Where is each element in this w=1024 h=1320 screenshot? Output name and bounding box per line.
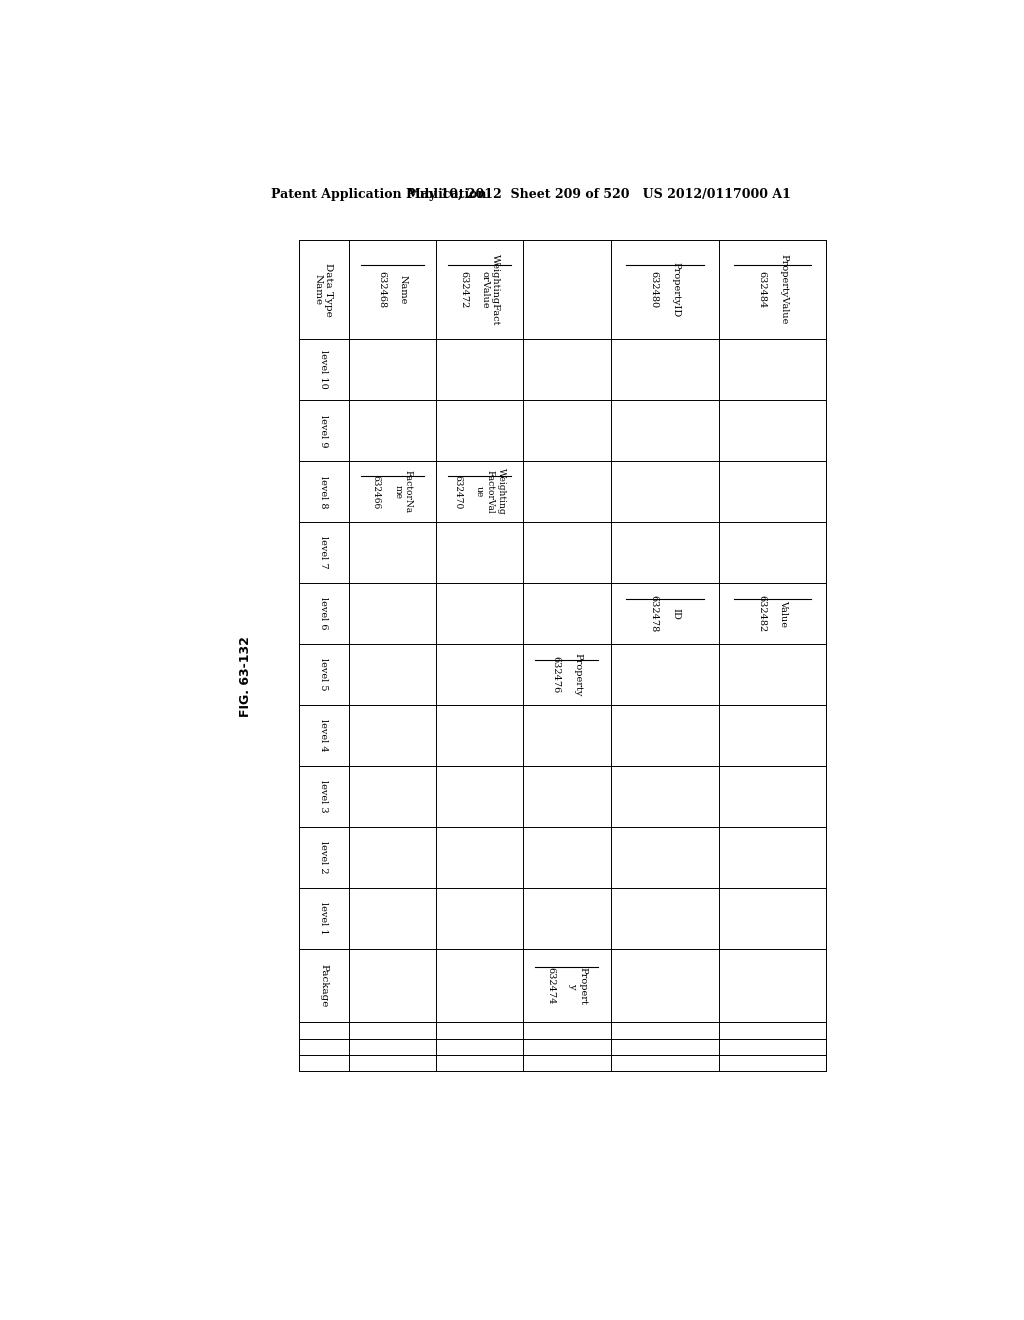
Text: PropertyID

632480: PropertyID 632480 (649, 261, 680, 317)
Text: level 3: level 3 (319, 780, 328, 813)
Text: ID

632478: ID 632478 (649, 595, 680, 632)
Text: Propert
y

632474: Propert y 632474 (546, 966, 588, 1005)
Text: WeightingFact
orValue

632472: WeightingFact orValue 632472 (459, 253, 500, 325)
Text: Package: Package (319, 964, 328, 1007)
Text: level 2: level 2 (319, 841, 328, 874)
Text: level 9: level 9 (319, 414, 328, 447)
Text: Name

632468: Name 632468 (377, 271, 408, 308)
Text: FactorNa
me

632466: FactorNa me 632466 (372, 470, 413, 513)
Text: FIG. 63-132: FIG. 63-132 (239, 636, 252, 717)
Text: level 5: level 5 (319, 659, 328, 690)
Text: Patent Application Publication: Patent Application Publication (270, 189, 486, 202)
Text: Property

632476: Property 632476 (552, 653, 582, 697)
Text: level 6: level 6 (319, 598, 328, 630)
Text: level 8: level 8 (319, 475, 328, 508)
Text: Value

632482: Value 632482 (758, 595, 788, 632)
Text: level 10: level 10 (319, 350, 328, 389)
Text: level 7: level 7 (319, 536, 328, 569)
Text: Weighting
FactorVal
ue

632470: Weighting FactorVal ue 632470 (454, 469, 506, 515)
Text: PropertyValue

632484: PropertyValue 632484 (758, 255, 788, 325)
Text: level 4: level 4 (319, 719, 328, 752)
Text: level 1: level 1 (319, 903, 328, 935)
Text: Data Type
Name: Data Type Name (313, 263, 334, 317)
Text: May 10, 2012  Sheet 209 of 520   US 2012/0117000 A1: May 10, 2012 Sheet 209 of 520 US 2012/01… (408, 189, 792, 202)
